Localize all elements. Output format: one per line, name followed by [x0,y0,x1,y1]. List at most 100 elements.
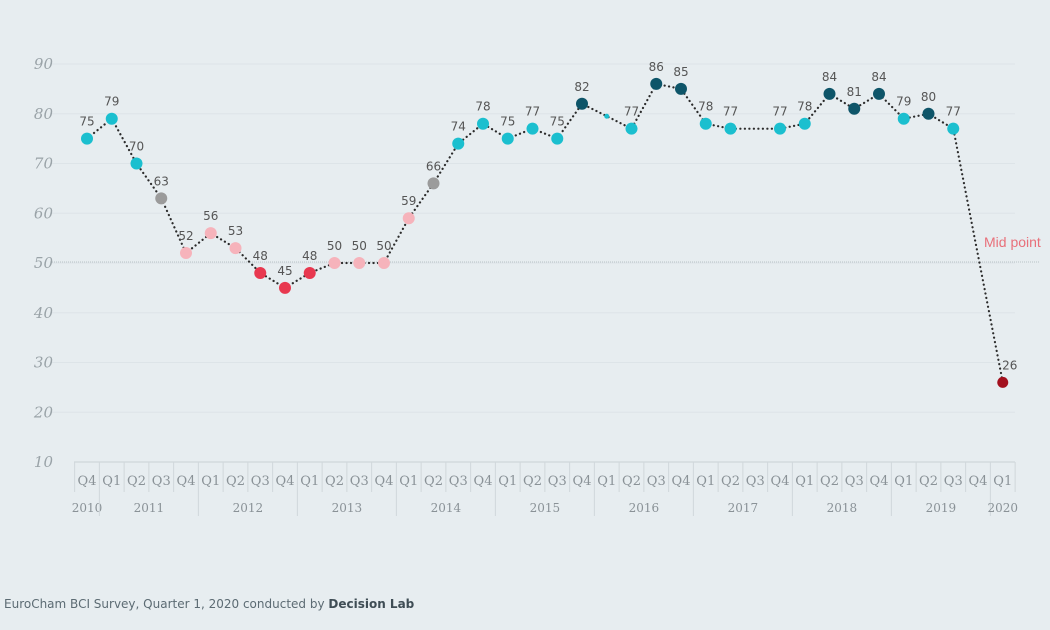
x-tick-label: Q3 [449,474,468,489]
data-label: 74 [451,120,466,134]
x-tick-label: Q4 [969,474,988,489]
data-point [947,122,960,135]
midpoint-line: Mid point [50,234,1041,263]
data-point [848,102,861,115]
x-tick-label: Q4 [474,474,493,489]
data-points [81,77,1009,388]
data-label: 48 [302,249,317,263]
data-point [180,247,192,260]
x-tick-label: Q4 [573,474,592,489]
data-point [254,266,267,279]
data-point [452,137,465,150]
source-note: EuroCham BCI Survey, Quarter 1, 2020 con… [4,597,414,611]
data-label: 50 [352,239,367,253]
x-tick-label: Q2 [622,474,641,489]
data-point [303,266,316,279]
data-label: 56 [203,209,218,223]
data-point [402,212,415,225]
data-point [922,107,935,120]
data-point [155,192,168,205]
data-label: 80 [921,90,936,104]
data-label: 77 [946,105,961,119]
y-tick-label-90: 90 [34,55,54,73]
data-label: 82 [574,80,589,94]
x-tick-label: Q1 [894,474,913,489]
data-label: 84 [822,70,837,84]
x-tick-label: Q1 [696,474,715,489]
y-tick-label-70: 70 [34,155,54,173]
x-tick-label: Q3 [845,474,864,489]
x-tick-label: Q2 [820,474,839,489]
data-label: 50 [376,239,391,253]
x-tick-label: Q3 [746,474,765,489]
series-line [85,82,1004,384]
x-tick-label: Q4 [870,474,889,489]
data-point [477,117,489,130]
x-tick-label: Q1 [498,474,517,489]
data-label: 78 [475,100,490,114]
x-tick-label: Q2 [226,474,245,489]
data-point [328,257,341,269]
data-label: 84 [871,70,886,84]
y-tick-label-30: 30 [34,354,54,372]
data-point [526,122,539,135]
y-tick-label-80: 80 [34,105,54,123]
data-label: 75 [550,115,565,129]
year-label-2011: 2011 [134,501,165,515]
x-tick-label: Q3 [548,474,567,489]
x-tick-label: Q1 [597,474,616,489]
data-point [576,97,588,110]
data-labels: 75 79 70 63 52 56 53 48 45 48 50 50 50 59 66 74 78 75 77 75… [79,60,1017,372]
x-tick-label: Q4 [276,474,295,489]
data-label: 77 [723,105,738,119]
data-label: 81 [847,85,862,99]
data-point [724,122,737,135]
y-tick-label-20: 20 [33,403,54,421]
data-label: 77 [525,105,540,119]
data-label: 63 [154,174,169,188]
bci-series-line [85,82,1004,384]
data-point [897,112,910,125]
source-prefix: EuroCham BCI Survey, Quarter 1, 2020 con… [4,597,329,611]
data-label: 86 [649,60,664,74]
data-label: 52 [178,229,193,243]
data-point [551,132,564,145]
gridlines [50,63,1015,413]
data-label: 78 [797,100,812,114]
x-tick-label: Q1 [795,474,814,489]
x-tick-label: Q2 [325,474,344,489]
data-point [279,281,291,294]
data-point [997,376,1009,388]
x-tick-label: Q4 [672,474,691,489]
data-point [873,87,885,100]
x-tick-label: Q2 [523,474,542,489]
source-org: Decision Lab [328,597,415,611]
x-tick-label: Q3 [944,474,963,489]
x-tick-label: Q2 [424,474,443,489]
data-label: 79 [896,95,911,109]
data-point [650,77,663,90]
year-label-2013: 2013 [332,501,363,515]
data-point [675,82,687,95]
data-point [798,117,811,130]
data-point [378,257,390,269]
data-label: 79 [104,95,119,109]
data-point [229,242,242,255]
data-point [353,257,366,269]
data-label: 66 [426,159,441,173]
data-label: 50 [327,239,342,253]
data-label: 26 [1002,358,1017,372]
data-point [501,132,514,145]
data-label: 70 [129,140,144,154]
data-label: 53 [228,224,243,238]
x-tick-label: Q3 [251,474,270,489]
x-tick-label: Q1 [300,474,319,489]
data-point [105,112,118,125]
x-tick-label: Q4 [771,474,790,489]
data-label: 45 [277,264,292,278]
year-label-2015: 2015 [530,501,561,515]
x-tick-label: Q2 [919,474,938,489]
year-label-2016: 2016 [629,501,660,515]
